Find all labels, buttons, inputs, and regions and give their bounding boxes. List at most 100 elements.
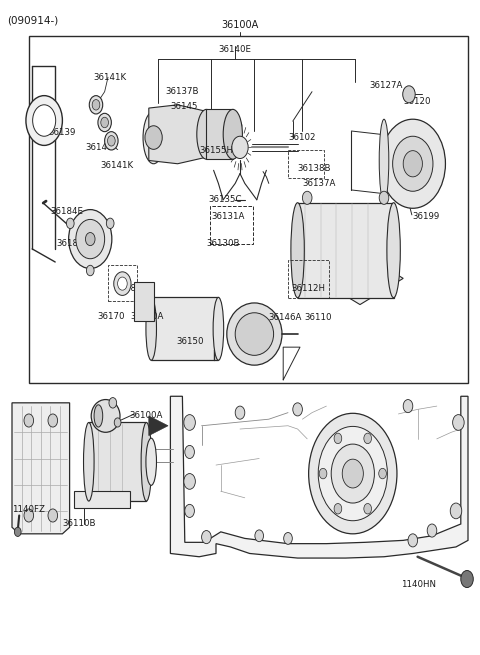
Bar [134, 282, 154, 321]
Circle shape [24, 509, 34, 522]
Circle shape [235, 406, 245, 419]
Text: 36137B: 36137B [166, 87, 199, 96]
Ellipse shape [379, 119, 389, 202]
Circle shape [232, 136, 248, 159]
Text: 1140FZ: 1140FZ [12, 505, 45, 514]
Polygon shape [170, 396, 468, 558]
Circle shape [408, 534, 418, 547]
Circle shape [293, 403, 302, 416]
Text: 36183: 36183 [57, 239, 84, 248]
Circle shape [105, 132, 118, 150]
Circle shape [48, 414, 58, 427]
Circle shape [380, 119, 445, 208]
Ellipse shape [213, 297, 224, 360]
Ellipse shape [223, 109, 242, 159]
Text: 36110: 36110 [305, 313, 332, 322]
Text: 36141K: 36141K [85, 143, 118, 152]
Text: 36199: 36199 [413, 212, 440, 221]
Bar [210, 206, 253, 244]
Circle shape [364, 504, 372, 514]
Circle shape [334, 433, 342, 443]
Ellipse shape [197, 109, 216, 159]
Circle shape [85, 233, 95, 246]
Text: 36127A: 36127A [370, 81, 403, 90]
Ellipse shape [141, 422, 152, 501]
Circle shape [69, 210, 112, 269]
Ellipse shape [291, 203, 304, 297]
Circle shape [318, 426, 387, 521]
Text: 36141K: 36141K [101, 160, 134, 170]
Text: 36182: 36182 [114, 284, 142, 293]
Circle shape [450, 503, 462, 519]
Text: 36110B: 36110B [62, 519, 96, 529]
Circle shape [309, 413, 397, 534]
Circle shape [185, 445, 194, 458]
Text: 36155H: 36155H [199, 146, 233, 155]
Text: 36138B: 36138B [298, 164, 331, 173]
Circle shape [107, 218, 114, 229]
Text: 36146A: 36146A [269, 313, 302, 322]
Circle shape [342, 459, 363, 488]
Text: 36141K: 36141K [94, 73, 127, 82]
Circle shape [461, 571, 473, 588]
Text: 36100A: 36100A [130, 411, 163, 421]
Text: 36139: 36139 [48, 128, 75, 138]
Bar [288, 260, 329, 298]
Bar [298, 203, 394, 298]
Polygon shape [12, 403, 70, 534]
Circle shape [114, 272, 131, 295]
Ellipse shape [84, 422, 94, 501]
Circle shape [403, 400, 413, 413]
Text: 36112H: 36112H [292, 284, 326, 293]
Circle shape [26, 96, 62, 145]
Circle shape [364, 433, 372, 443]
Circle shape [145, 126, 162, 149]
Ellipse shape [91, 400, 120, 432]
Circle shape [33, 105, 56, 136]
Circle shape [393, 136, 433, 191]
Circle shape [114, 418, 121, 427]
Bar [206, 109, 233, 159]
Circle shape [331, 444, 374, 503]
Ellipse shape [235, 313, 274, 355]
Circle shape [284, 533, 292, 544]
Ellipse shape [146, 438, 156, 485]
Circle shape [334, 504, 342, 514]
Circle shape [98, 113, 111, 132]
Text: 36100A: 36100A [221, 20, 259, 30]
Circle shape [379, 468, 386, 479]
Text: 36170A: 36170A [131, 312, 164, 321]
Circle shape [48, 509, 58, 522]
Circle shape [453, 415, 464, 430]
Text: 36130B: 36130B [206, 239, 240, 248]
Text: (090914-): (090914-) [7, 16, 59, 26]
Circle shape [379, 191, 389, 204]
Text: 36137A: 36137A [302, 179, 336, 188]
Ellipse shape [227, 303, 282, 365]
Text: 36131A: 36131A [211, 212, 245, 221]
Circle shape [403, 86, 415, 103]
Circle shape [86, 265, 94, 276]
Text: 36140E: 36140E [218, 45, 252, 54]
Circle shape [101, 117, 108, 128]
Text: 36184E: 36184E [50, 207, 84, 216]
Circle shape [24, 414, 34, 427]
Circle shape [184, 474, 195, 489]
Bar [108, 265, 137, 301]
Text: 1140HN: 1140HN [401, 580, 436, 589]
Ellipse shape [143, 111, 164, 164]
Polygon shape [149, 105, 206, 164]
Polygon shape [149, 416, 168, 436]
Circle shape [202, 531, 211, 544]
Text: 36120: 36120 [403, 97, 431, 106]
Bar [288, 150, 324, 178]
Ellipse shape [146, 297, 156, 360]
Text: 36135C: 36135C [209, 195, 242, 204]
Circle shape [403, 151, 422, 177]
Circle shape [184, 415, 195, 430]
Bar [151, 297, 218, 360]
Polygon shape [317, 252, 403, 305]
Circle shape [66, 218, 74, 229]
Circle shape [109, 398, 117, 408]
Text: 36102: 36102 [288, 133, 315, 142]
